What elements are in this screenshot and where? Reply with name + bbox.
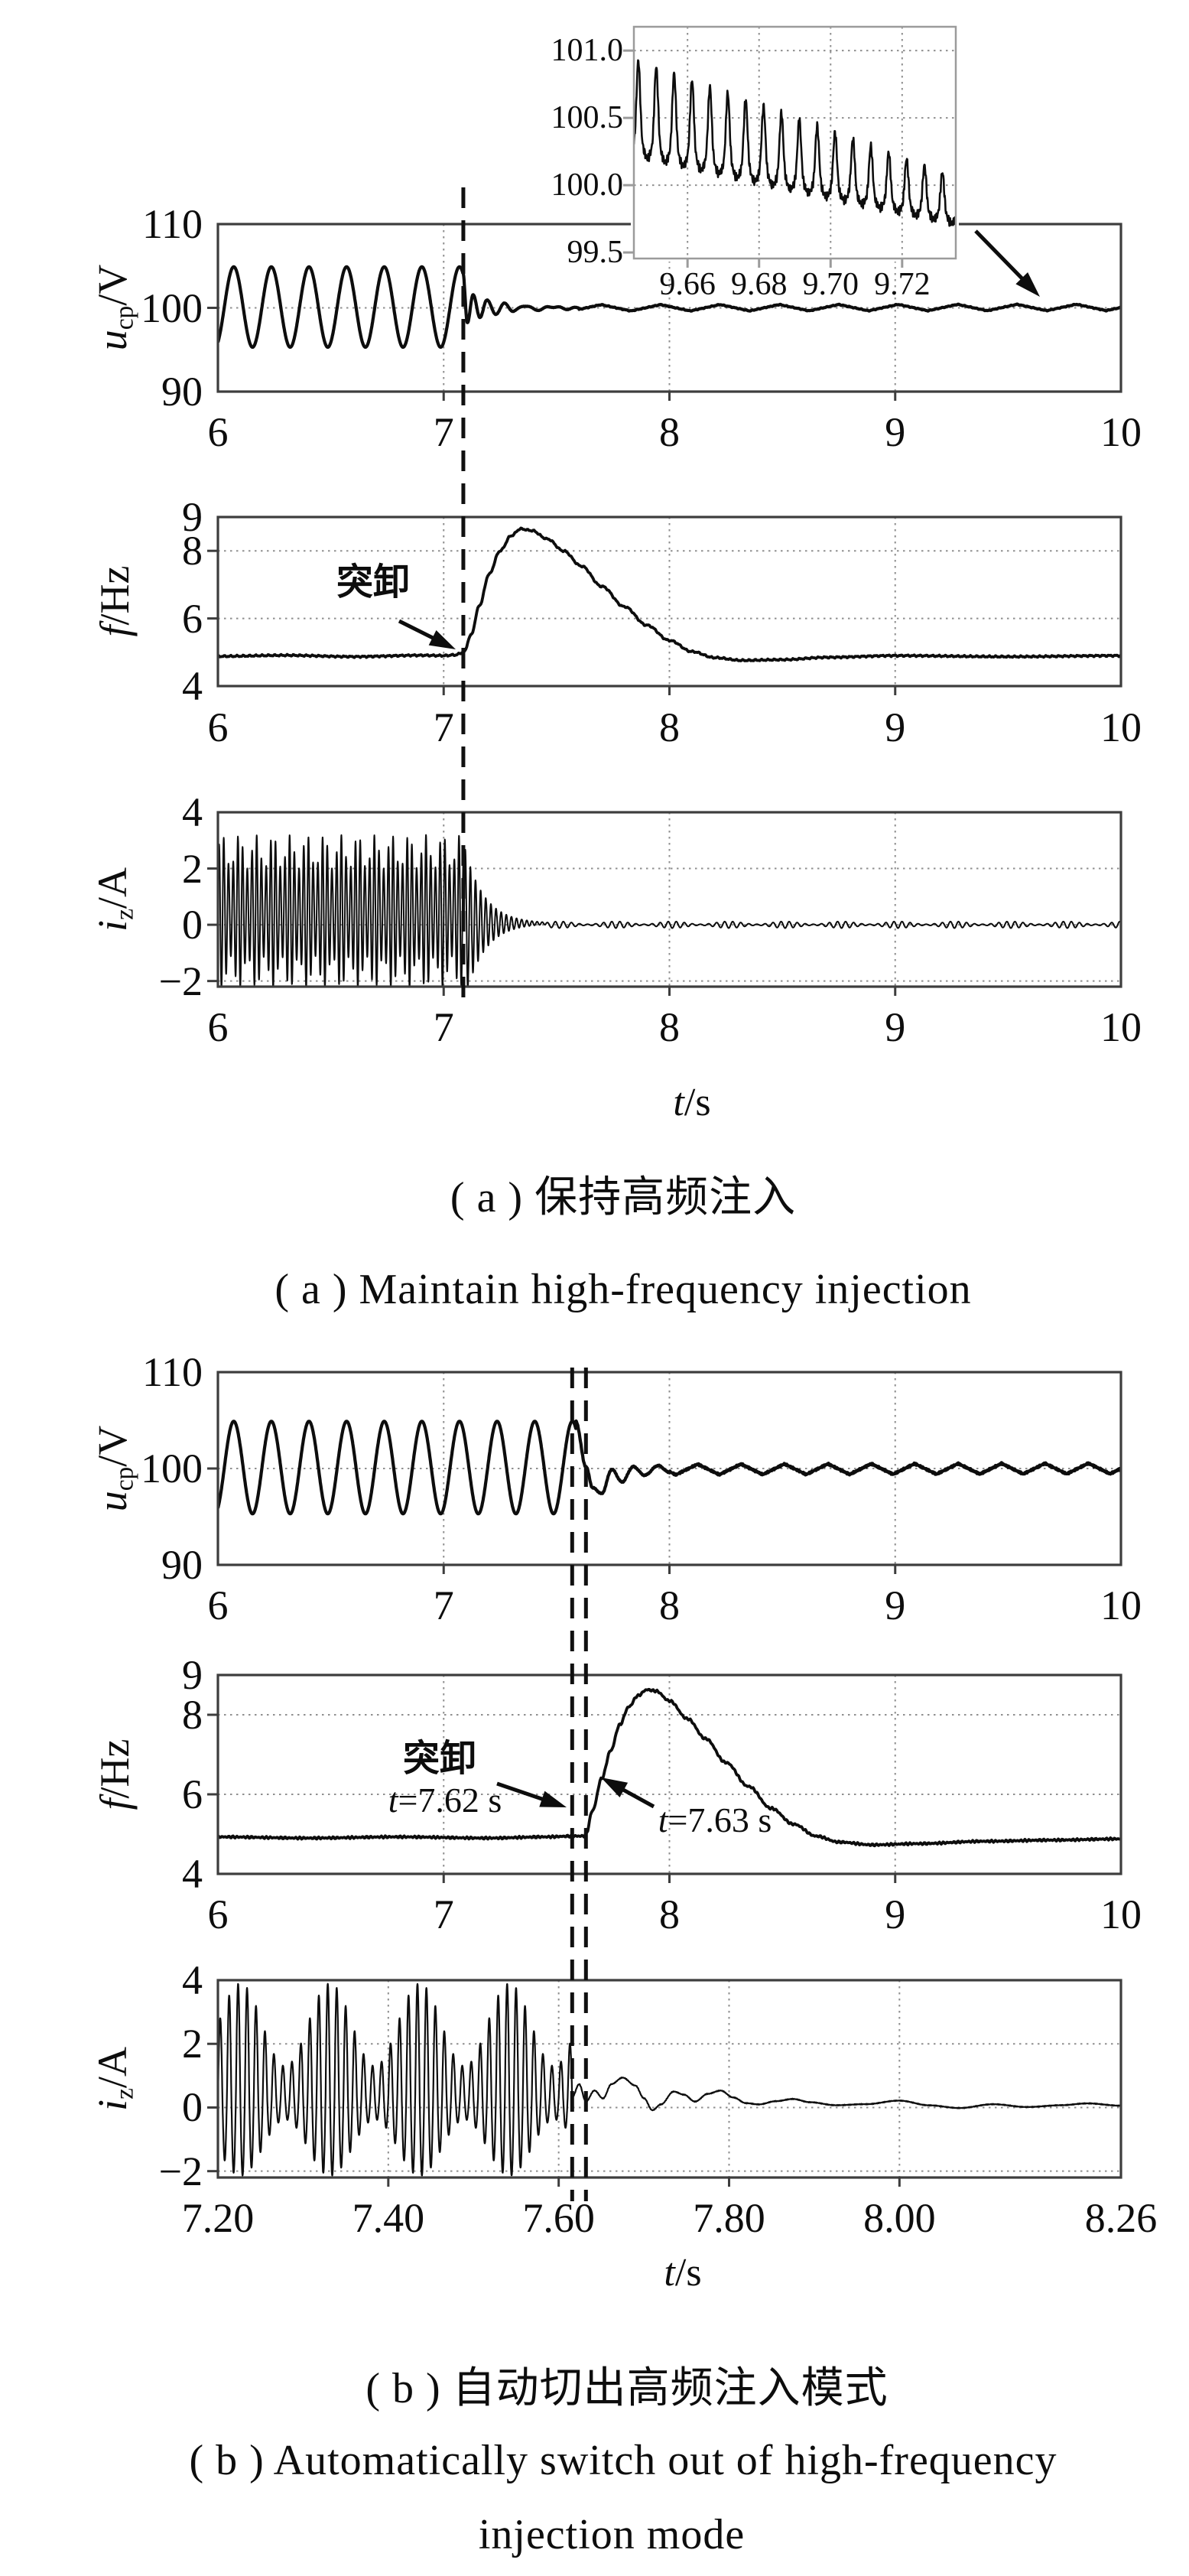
x-tick-label: 9.72 <box>874 267 931 302</box>
x-axis-title-b: t/s <box>664 2251 702 2295</box>
y-tick-label: 6 <box>182 595 203 642</box>
x-tick-label: 10 <box>1100 1582 1142 1628</box>
y-axis-title-a3: iz/A <box>89 867 139 932</box>
y-tick-label: 100 <box>141 285 203 331</box>
x-tick-label: 8 <box>659 1004 680 1050</box>
y-axis-title-b2: f/Hz <box>92 1738 138 1810</box>
y-tick-label: 100.0 <box>551 168 624 203</box>
y-tick-label: 100.5 <box>551 100 624 136</box>
y-tick-label: 110 <box>142 1349 203 1395</box>
x-tick-label: 10 <box>1100 409 1142 455</box>
x-tick-label: 8.26 <box>1084 2195 1158 2241</box>
x-tick-label: 6 <box>207 409 229 455</box>
y-tick-label: 4 <box>182 1851 203 1897</box>
x-tick-label: 8 <box>659 1582 680 1628</box>
y-tick-label: 4 <box>182 1957 203 2003</box>
y-tick-label: 4 <box>182 663 203 709</box>
y-tick-label: −2 <box>158 2148 203 2194</box>
x-tick-label: 7.40 <box>352 2195 425 2241</box>
caption-b-english-line2: injection mode <box>478 2511 746 2558</box>
y-axis-title-b3: iz/A <box>89 2047 139 2111</box>
x-tick-label: 9 <box>885 1891 906 1937</box>
x-tick-label: 8.00 <box>863 2195 936 2241</box>
y-tick-label: 8 <box>182 528 203 574</box>
x-tick-label: 9 <box>885 409 906 455</box>
x-tick-label: 7.20 <box>181 2195 255 2241</box>
x-tick-label: 9.66 <box>659 267 716 302</box>
x-tick-label: 10 <box>1100 1891 1142 1937</box>
y-tick-label: 9 <box>182 1652 203 1698</box>
y-tick-label: 2 <box>182 2021 203 2067</box>
x-tick-label: 6 <box>207 1582 229 1628</box>
caption-b-english-line1: ( b ) Automatically switch out of high-f… <box>189 2437 1057 2484</box>
y-tick-label: 6 <box>182 1771 203 1817</box>
x-tick-label: 9.70 <box>802 267 859 302</box>
x-tick-label: 9.68 <box>730 267 788 302</box>
caption-b-chinese: ( b ) 自动切出高频注入模式 <box>365 2365 889 2412</box>
y-tick-label: 90 <box>161 1542 203 1588</box>
x-tick-label: 9 <box>885 1582 906 1628</box>
x-tick-label: 10 <box>1100 704 1142 750</box>
y-tick-label: 101.0 <box>551 33 624 69</box>
y-tick-label: −2 <box>158 958 203 1004</box>
y-tick-label: 8 <box>182 1692 203 1738</box>
caption-a-english: ( a ) Maintain high-frequency injection <box>275 1266 972 1313</box>
y-tick-label: 90 <box>161 369 203 415</box>
x-tick-label: 8 <box>659 409 680 455</box>
y-tick-label: 9 <box>182 494 203 540</box>
x-tick-label: 7.80 <box>693 2195 765 2241</box>
annotation-t-7-62: t=7.62 s <box>388 1781 502 1820</box>
y-axis-title-b1: ucp/V <box>89 1425 139 1512</box>
x-tick-label: 9 <box>885 704 906 750</box>
annotation-sudden-unload-a: 突卸 <box>336 562 411 603</box>
x-tick-label: 7 <box>433 1004 454 1050</box>
x-tick-label: 7 <box>433 1582 454 1628</box>
x-axis-title-a: t/s <box>673 1081 711 1124</box>
x-tick-label: 7 <box>433 704 454 750</box>
x-tick-label: 7.60 <box>522 2195 595 2241</box>
x-tick-label: 8 <box>659 1891 680 1937</box>
x-tick-label: 9 <box>885 1004 906 1050</box>
y-tick-label: 100 <box>141 1446 203 1491</box>
y-tick-label: 0 <box>182 2084 203 2131</box>
y-tick-label: 2 <box>182 845 203 892</box>
x-tick-label: 8 <box>659 704 680 750</box>
y-tick-label: 99.5 <box>567 235 624 271</box>
y-tick-label: 0 <box>182 902 203 948</box>
y-axis-title-a2: f/Hz <box>92 565 138 637</box>
x-tick-label: 6 <box>207 704 229 750</box>
caption-a-chinese: ( a ) 保持高频注入 <box>450 1174 797 1221</box>
x-tick-label: 7 <box>433 409 454 455</box>
y-tick-label: 4 <box>182 789 203 835</box>
x-tick-label: 10 <box>1100 1004 1142 1050</box>
x-tick-label: 6 <box>207 1004 229 1050</box>
y-axis-title-a1: ucp/V <box>89 264 139 351</box>
annotation-t-7-63: t=7.63 s <box>658 1800 772 1839</box>
y-tick-label: 110 <box>142 201 203 247</box>
x-tick-label: 7 <box>433 1891 454 1937</box>
x-tick-label: 6 <box>207 1891 229 1937</box>
annotation-sudden-unload-b: 突卸 <box>402 1738 477 1779</box>
